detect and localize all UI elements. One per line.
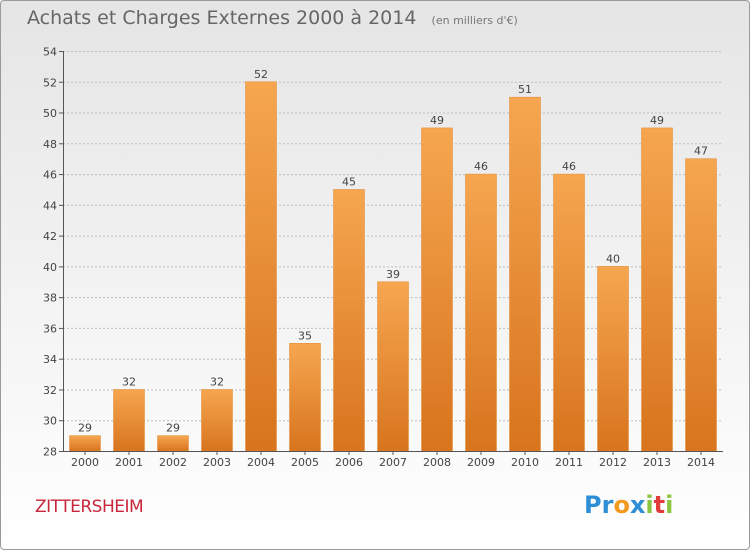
x-tick-label: 2002 bbox=[159, 456, 187, 469]
y-tick-label: 54 bbox=[43, 46, 57, 59]
bar bbox=[245, 81, 277, 452]
bar bbox=[201, 389, 233, 452]
bar bbox=[333, 189, 365, 452]
x-tick-label: 2013 bbox=[643, 456, 671, 469]
data-label: 47 bbox=[694, 145, 708, 158]
data-label: 46 bbox=[474, 160, 488, 173]
y-tick-label: 30 bbox=[43, 415, 57, 428]
y-tick-label: 34 bbox=[43, 353, 57, 366]
y-tick-label: 38 bbox=[43, 292, 57, 305]
data-label: 49 bbox=[430, 114, 444, 127]
city-name: ZITTERSHEIM bbox=[35, 497, 144, 517]
x-tick-label: 2011 bbox=[555, 456, 583, 469]
x-tick-label: 2010 bbox=[511, 456, 539, 469]
data-label: 29 bbox=[166, 422, 180, 435]
y-tick-label: 44 bbox=[43, 199, 57, 212]
data-label: 32 bbox=[210, 375, 224, 388]
bar bbox=[157, 435, 189, 452]
logo-letter: i bbox=[665, 491, 674, 519]
data-label: 29 bbox=[78, 422, 92, 435]
data-label: 45 bbox=[342, 175, 356, 188]
bar bbox=[113, 389, 145, 452]
x-tick-label: 2005 bbox=[291, 456, 319, 469]
x-tick-label: 2009 bbox=[467, 456, 495, 469]
y-tick-label: 32 bbox=[43, 384, 57, 397]
logo-letter: o bbox=[613, 491, 630, 519]
y-tick-label: 36 bbox=[43, 322, 57, 335]
logo-letter: i bbox=[645, 491, 654, 519]
axes bbox=[59, 51, 723, 455]
chart-subtitle: (en milliers d'€) bbox=[431, 14, 518, 27]
data-label: 39 bbox=[386, 268, 400, 281]
y-tick-label: 50 bbox=[43, 107, 57, 120]
data-label: 51 bbox=[518, 83, 532, 96]
proxiti-logo: Proxiti bbox=[584, 491, 673, 519]
bar bbox=[685, 158, 717, 452]
x-tick-label: 2000 bbox=[71, 456, 99, 469]
y-tick-label: 52 bbox=[43, 76, 57, 89]
bar bbox=[509, 96, 541, 452]
labels: 28 30 32 34 36 38 40 42 44 46 48 50 52 54 29 2000 32 2001… bbox=[43, 46, 715, 470]
bar bbox=[641, 127, 673, 452]
bar bbox=[377, 281, 409, 452]
bar bbox=[597, 266, 629, 452]
x-tick-label: 2014 bbox=[687, 456, 715, 469]
x-tick-label: 2007 bbox=[379, 456, 407, 469]
x-tick-label: 2003 bbox=[203, 456, 231, 469]
bars bbox=[69, 81, 717, 452]
bar bbox=[421, 127, 453, 452]
data-label: 40 bbox=[606, 252, 620, 265]
data-label: 32 bbox=[122, 375, 136, 388]
logo-letter: x bbox=[629, 491, 646, 519]
chart-title: Achats et Charges Externes 2000 à 2014 bbox=[27, 7, 417, 29]
y-tick-label: 40 bbox=[43, 261, 57, 274]
bar bbox=[465, 173, 497, 452]
y-tick-label: 48 bbox=[43, 138, 57, 151]
bar bbox=[69, 435, 101, 452]
x-tick-label: 2004 bbox=[247, 456, 275, 469]
data-label: 52 bbox=[254, 68, 268, 81]
logo-letter: r bbox=[601, 491, 614, 519]
data-label: 46 bbox=[562, 160, 576, 173]
x-tick-label: 2008 bbox=[423, 456, 451, 469]
logo-letter: P bbox=[584, 491, 602, 519]
gridlines bbox=[63, 51, 723, 452]
logo-letter: t bbox=[653, 491, 666, 519]
data-label: 49 bbox=[650, 114, 664, 127]
x-tick-label: 2001 bbox=[115, 456, 143, 469]
y-tick-label: 28 bbox=[43, 446, 57, 459]
bar bbox=[553, 173, 585, 452]
title-block: Achats et Charges Externes 2000 à 2014 (… bbox=[27, 7, 518, 29]
bar bbox=[289, 343, 321, 452]
x-tick-label: 2006 bbox=[335, 456, 363, 469]
data-label: 35 bbox=[298, 329, 312, 342]
y-tick-label: 46 bbox=[43, 169, 57, 182]
y-tick-label: 42 bbox=[43, 230, 57, 243]
x-tick-label: 2012 bbox=[599, 456, 627, 469]
